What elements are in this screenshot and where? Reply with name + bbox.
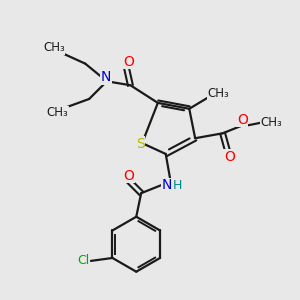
Text: CH₃: CH₃ (47, 106, 69, 119)
Text: N: N (161, 178, 172, 192)
Text: CH₃: CH₃ (43, 41, 65, 54)
Text: O: O (237, 112, 248, 127)
Text: Cl: Cl (77, 254, 89, 267)
Text: CH₃: CH₃ (208, 87, 230, 100)
Text: CH₃: CH₃ (261, 116, 283, 129)
Text: H: H (173, 179, 182, 192)
Text: S: S (136, 137, 145, 151)
Text: N: N (100, 70, 111, 84)
Text: O: O (123, 169, 134, 182)
Text: O: O (123, 55, 134, 69)
Text: O: O (224, 150, 235, 164)
